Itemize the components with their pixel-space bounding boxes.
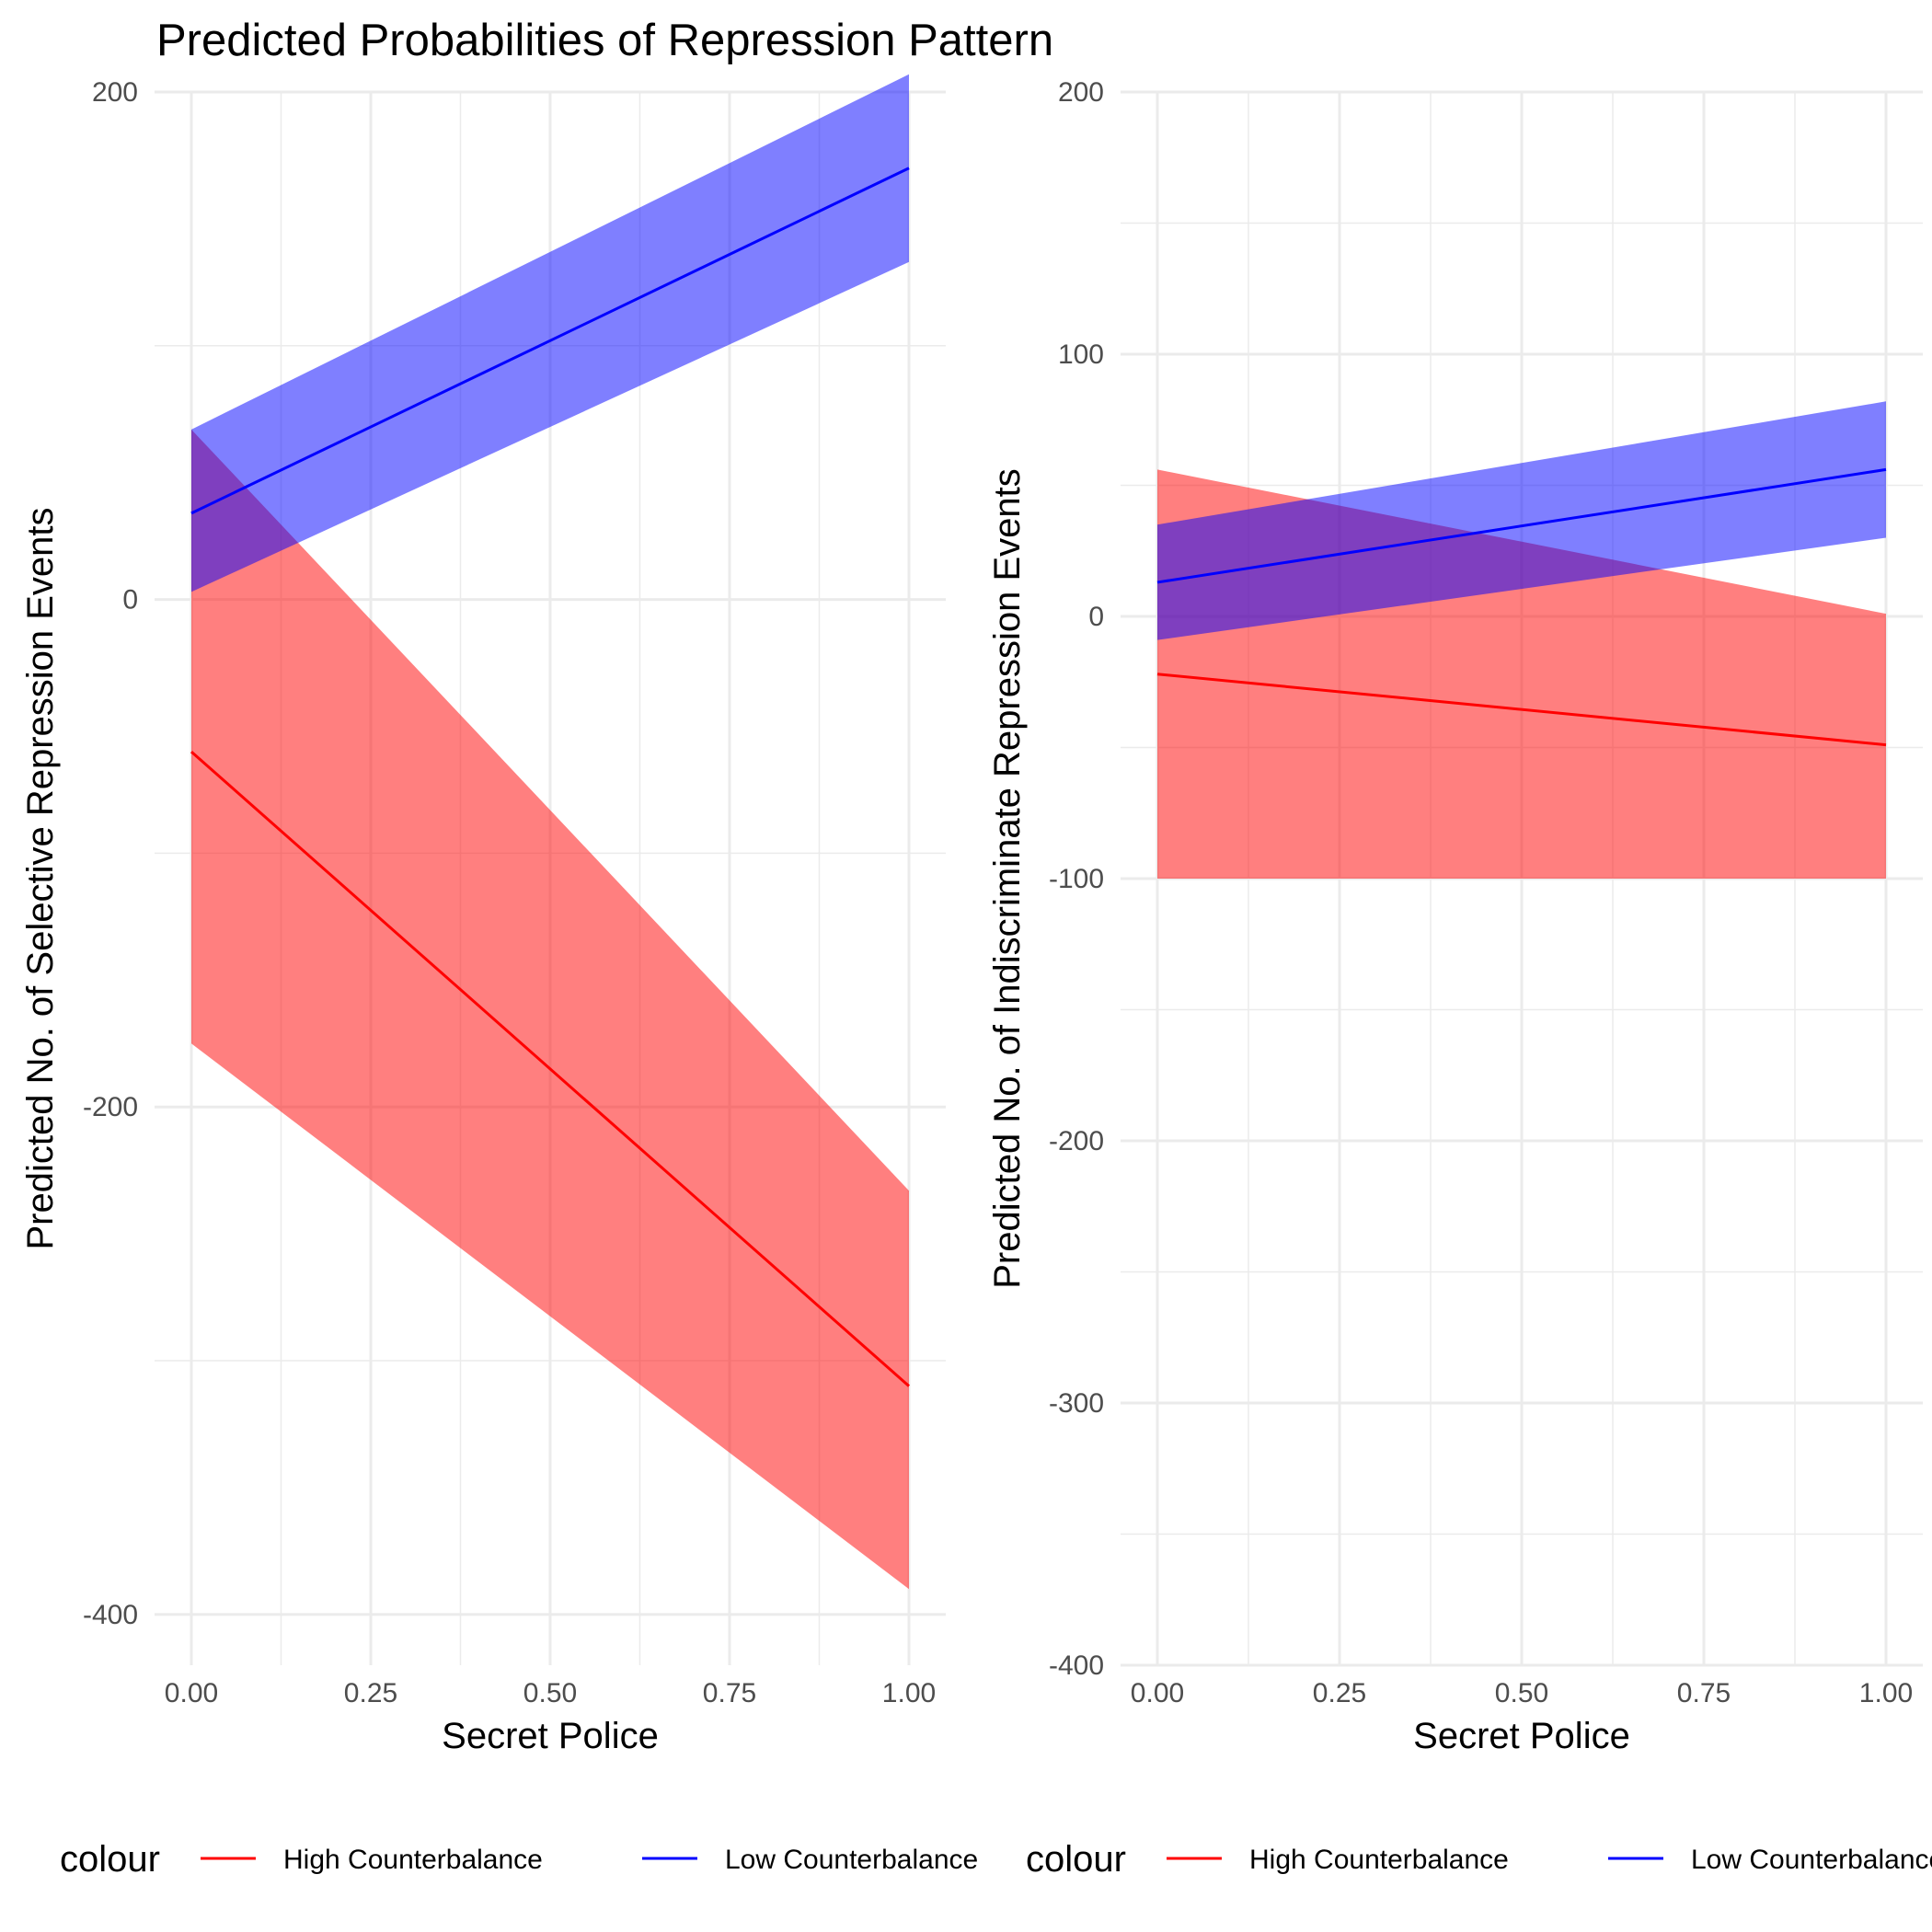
x-tick-label: 0.00 <box>1131 1678 1184 1708</box>
y-tick-label: 200 <box>1058 77 1104 108</box>
y-tick-label: 100 <box>1058 339 1104 370</box>
legend-label-high-counterbalance: High Counterbalance <box>283 1845 543 1875</box>
y-tick-label: -100 <box>1049 864 1104 894</box>
x-tick-label: 0.50 <box>1495 1678 1548 1708</box>
x-tick-label: 0.25 <box>1313 1678 1366 1708</box>
x-tick-label: 1.00 <box>1859 1678 1913 1708</box>
y-tick-label: 0 <box>1088 602 1104 632</box>
legend-label-low-counterbalance: Low Counterbalance <box>1691 1845 1932 1875</box>
ribbon-high-counterbalance <box>191 429 909 1590</box>
legend-label-low-counterbalance: Low Counterbalance <box>725 1845 978 1875</box>
ribbon-low-counterbalance <box>1157 401 1886 640</box>
y-tick-label: -200 <box>1049 1126 1104 1156</box>
legend-title: colour <box>1026 1839 1126 1880</box>
x-tick-label: 0.25 <box>344 1678 397 1708</box>
x-axis-title: Secret Police <box>442 1716 659 1756</box>
chart-title: Predicted Probabilities of Repression Pa… <box>156 16 1053 65</box>
line-low-counterbalance <box>1156 467 1887 584</box>
line-low-counterbalance <box>190 167 910 515</box>
line-high-counterbalance <box>190 750 910 1387</box>
x-axis-title: Secret Police <box>1413 1716 1630 1756</box>
legend-title: colour <box>60 1839 160 1880</box>
y-tick-label: 200 <box>92 77 138 108</box>
legend: colour High Counterbalance Low Counterbala… <box>1026 1839 1932 1880</box>
y-axis-title: Predicted No. of Selective Repression Ev… <box>20 507 61 1249</box>
legend: colour High Counterbalance Low Counterbala… <box>60 1839 978 1880</box>
y-tick-label: -400 <box>83 1600 138 1630</box>
x-tick-label: 0.00 <box>165 1678 218 1708</box>
y-tick-label: -400 <box>1049 1650 1104 1681</box>
line-high-counterbalance <box>1156 673 1887 747</box>
panel-indiscriminate-repression: 0.00 0.25 0.50 0.75 1.00 -400 -300 -200 -100 0 100… <box>987 77 1932 1880</box>
legend-label-high-counterbalance: High Counterbalance <box>1249 1845 1509 1875</box>
ribbon-low-counterbalance <box>191 74 909 592</box>
x-tick-label: 0.75 <box>1677 1678 1731 1708</box>
y-tick-label: -200 <box>83 1092 138 1122</box>
panel-selective-repression: 0.00 0.25 0.50 0.75 1.00 -400 -200 0 200 Secret P… <box>20 74 978 1880</box>
y-tick-label: -300 <box>1049 1388 1104 1419</box>
y-tick-label: 0 <box>122 585 138 615</box>
x-tick-label: 0.50 <box>523 1678 577 1708</box>
x-tick-label: 1.00 <box>882 1678 936 1708</box>
x-tick-label: 0.75 <box>703 1678 756 1708</box>
y-axis-title: Predicted No. of Indiscriminate Repressi… <box>987 468 1028 1289</box>
